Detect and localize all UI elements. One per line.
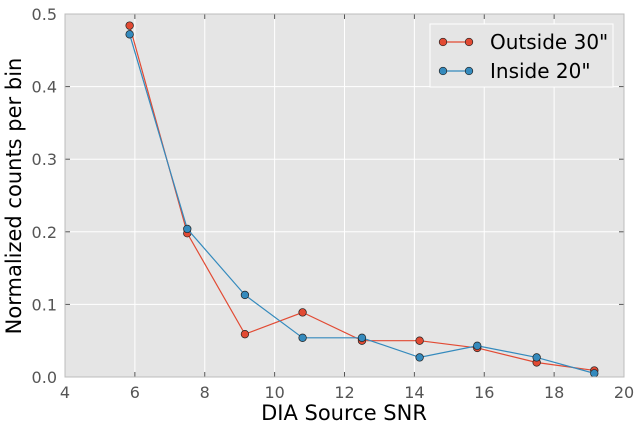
series-layer xyxy=(125,21,599,378)
legend: Outside 30" Inside 20" xyxy=(429,23,614,88)
data-point xyxy=(240,290,250,300)
data-point xyxy=(590,369,599,378)
y-tick-label: 0.4 xyxy=(32,78,57,97)
legend-box xyxy=(429,23,614,88)
x-tick-label: 16 xyxy=(474,383,494,402)
x-axis-label: DIA Source SNR xyxy=(261,401,427,425)
x-tick-label: 14 xyxy=(404,383,424,402)
data-point xyxy=(240,330,250,339)
legend-marker xyxy=(464,37,474,47)
legend-label: Outside 30" xyxy=(490,30,608,54)
legend-marker xyxy=(464,66,474,76)
y-tick-label: 0.1 xyxy=(32,295,57,314)
y-axis-label: Normalized counts per bin xyxy=(2,58,26,335)
x-tick-label: 12 xyxy=(334,383,354,402)
x-tick-label: 18 xyxy=(544,383,564,402)
data-point xyxy=(415,353,424,362)
data-point xyxy=(298,333,307,342)
series-2 xyxy=(125,30,599,378)
y-tick-label: 0.3 xyxy=(32,150,57,169)
x-tick-label: 20 xyxy=(614,383,634,402)
data-point xyxy=(298,308,307,317)
data-point xyxy=(532,353,541,362)
legend-marker xyxy=(438,37,448,47)
x-tick-label: 6 xyxy=(130,383,140,402)
data-point xyxy=(125,30,134,39)
ticks: 4 6 8 10 12 14 16 18 20 0.0 0.1 0.2 0.3 0.4 0.5 xyxy=(32,5,635,402)
data-point xyxy=(125,21,134,30)
x-tick-label: 10 xyxy=(264,383,284,402)
x-tick-label: 4 xyxy=(60,383,70,402)
plot-frame xyxy=(64,13,625,378)
y-tick-label: 0.2 xyxy=(32,223,57,242)
legend-marker xyxy=(438,66,448,76)
y-tick-label: 0.0 xyxy=(32,368,57,387)
data-point xyxy=(473,341,482,350)
legend-label: Inside 20" xyxy=(490,59,591,83)
data-point xyxy=(415,336,424,345)
data-point xyxy=(357,333,367,342)
x-tick-label: 8 xyxy=(200,383,210,402)
data-point xyxy=(183,224,192,234)
y-tick-label: 0.5 xyxy=(32,5,57,24)
